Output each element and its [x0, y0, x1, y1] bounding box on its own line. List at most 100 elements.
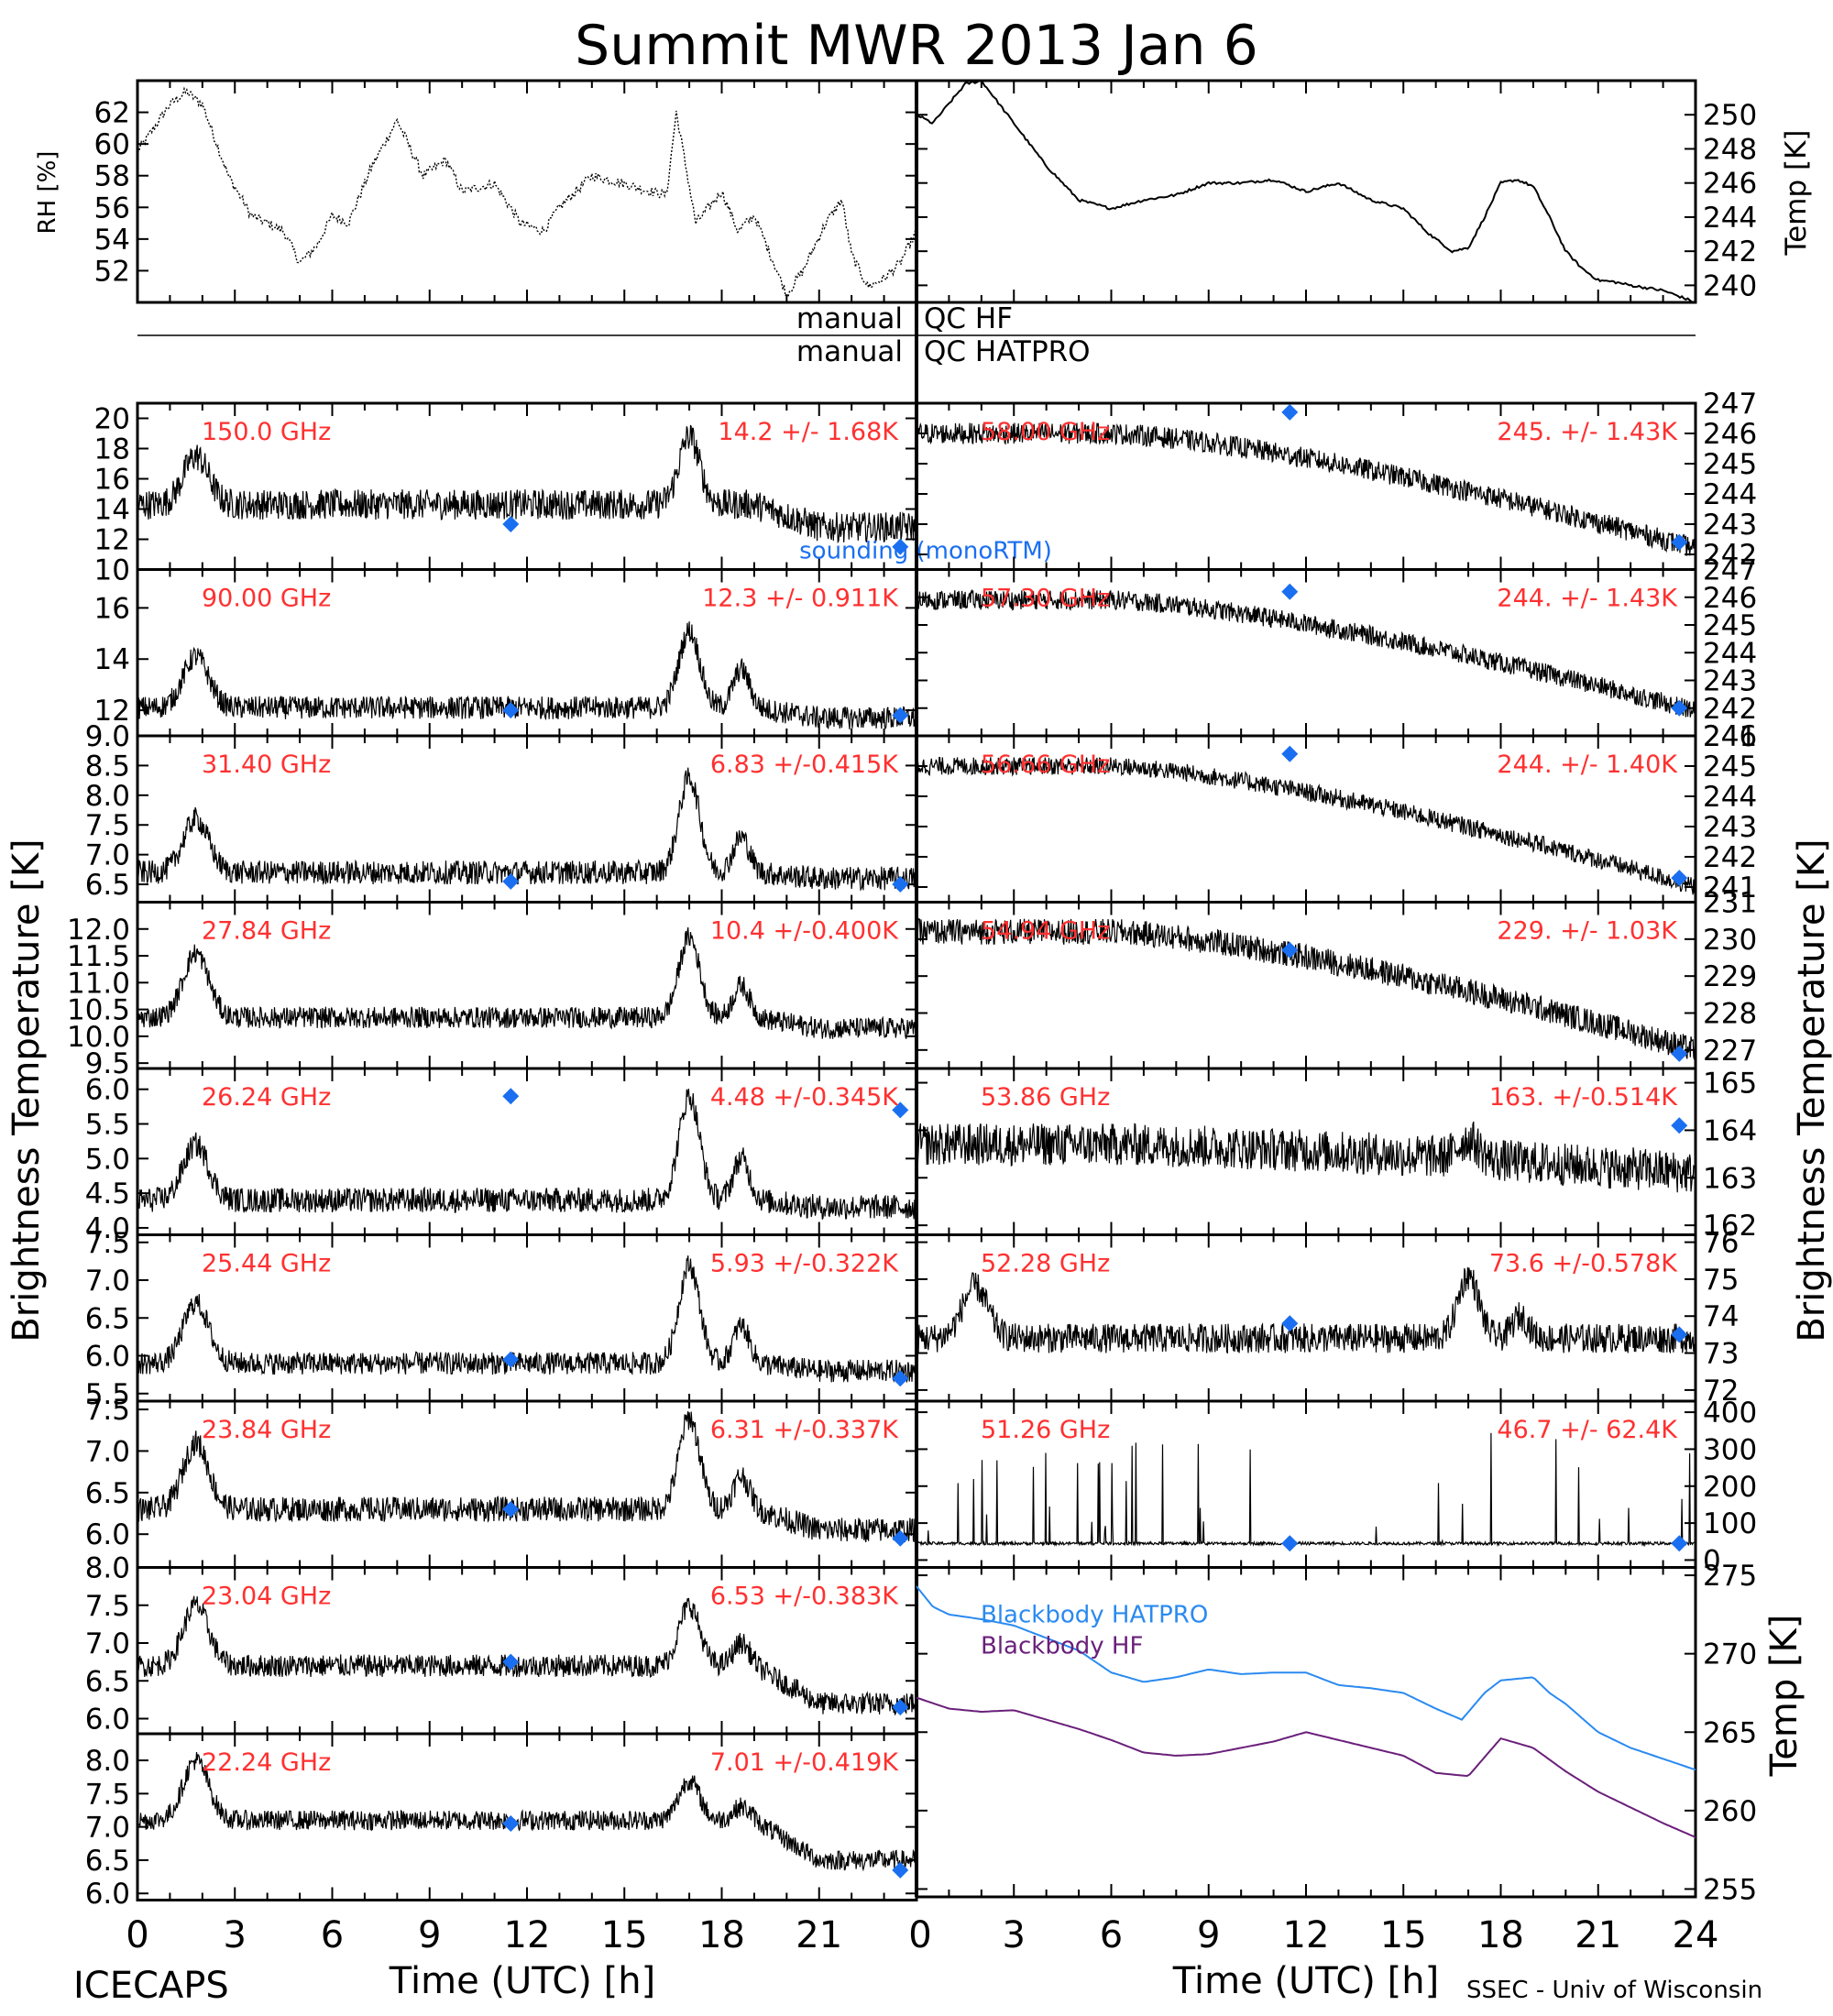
- channel-series: [137, 927, 916, 1039]
- blackbody-series-line: [916, 1696, 1696, 1838]
- y-tick-label: 7.0: [85, 1627, 130, 1660]
- left-ylabel: Brightness Temperature [K]: [5, 838, 48, 1342]
- y-tick-label: 8.0: [85, 1552, 130, 1585]
- sounding-marker: [502, 516, 520, 532]
- y-tick-label: 245: [1703, 609, 1757, 642]
- x-tick-label: 3: [224, 1914, 247, 1956]
- sounding-marker: [892, 1861, 909, 1879]
- y-tick-label: 6.5: [85, 1845, 130, 1878]
- channel-series: [916, 588, 1696, 718]
- rh-ylabel: RH [%]: [34, 151, 61, 235]
- qc-left-label: manual: [796, 335, 903, 368]
- x-tick-label: 6: [1100, 1914, 1123, 1956]
- sounding-marker: [1671, 1326, 1688, 1343]
- x-tick-label: 15: [1380, 1914, 1427, 1956]
- y-tick-label: 163: [1703, 1162, 1757, 1195]
- sounding-marker: [892, 538, 909, 555]
- y-tick-label: 6.5: [85, 1302, 130, 1335]
- y-tick-label: 7.5: [85, 1394, 130, 1427]
- y-tick-label: 12.0: [67, 914, 130, 947]
- sounding-marker: [1671, 870, 1688, 887]
- channel-series: [137, 424, 916, 544]
- sounding-marker: [502, 1500, 520, 1517]
- y-tick-label: 8.0: [85, 780, 130, 813]
- y-tick-label: 229: [1703, 960, 1757, 993]
- xlabel-left: Time (UTC) [h]: [389, 1960, 655, 2002]
- sounding-marker: [1281, 745, 1299, 762]
- y-tick-label: 246: [1703, 168, 1757, 201]
- sounding-marker: [1671, 699, 1688, 717]
- y-tick-label: 9.5: [85, 1047, 130, 1080]
- y-tick-label: 245: [1703, 448, 1757, 481]
- y-tick-label: 242: [1703, 539, 1757, 572]
- x-tick-label: 15: [601, 1914, 648, 1956]
- channel-freq-label: 56.66 GHz: [981, 751, 1110, 779]
- y-tick-label: 10: [94, 554, 130, 587]
- sounding-marker: [502, 1815, 520, 1833]
- channel-series: [916, 917, 1696, 1060]
- channel-stats-label: 12.3 +/- 0.911K: [702, 585, 899, 613]
- channel-series: [137, 1255, 916, 1384]
- y-tick-label: 11.0: [67, 967, 130, 1000]
- footer-left: ICECAPS: [73, 1965, 229, 2007]
- y-tick-label: 246: [1703, 582, 1757, 615]
- x-tick-label: 12: [504, 1914, 551, 1956]
- x-tick-label: 21: [1575, 1914, 1621, 1956]
- y-tick-label: 250: [1703, 99, 1757, 132]
- y-tick-label: 6.0: [85, 1878, 130, 1911]
- y-tick-label: 228: [1703, 998, 1757, 1031]
- sounding-marker: [502, 1653, 520, 1671]
- y-tick-label: 242: [1703, 841, 1757, 874]
- y-tick-label: 5.0: [85, 1143, 130, 1176]
- channel-freq-label: 22.24 GHz: [202, 1748, 331, 1777]
- x-tick-label: 9: [418, 1914, 441, 1956]
- y-tick-label: 7.5: [85, 809, 130, 842]
- y-tick-label: 14: [94, 494, 130, 527]
- channel-stats-label: 14.2 +/- 1.68K: [718, 418, 899, 446]
- sounding-marker: [502, 1088, 520, 1105]
- y-tick-label: 248: [1703, 133, 1757, 166]
- y-tick-label: 6.0: [85, 1704, 130, 1737]
- y-tick-label: 265: [1703, 1716, 1757, 1749]
- y-tick-label: 260: [1703, 1795, 1757, 1828]
- y-tick-label: 245: [1703, 751, 1757, 783]
- y-tick-label: 6.5: [85, 1665, 130, 1698]
- y-tick-label: 100: [1703, 1507, 1757, 1540]
- y-tick-label: 56: [94, 192, 130, 225]
- y-tick-label: 244: [1703, 478, 1757, 511]
- channel-freq-label: 54.94 GHz: [981, 917, 1110, 946]
- y-tick-label: 6.0: [85, 1341, 130, 1374]
- y-tick-label: 12: [94, 524, 130, 557]
- y-tick-label: 275: [1703, 1560, 1757, 1593]
- x-tick-label: 18: [1477, 1914, 1524, 1956]
- y-tick-label: 4.0: [85, 1212, 130, 1245]
- channel-stats-label: 46.7 +/- 62.4K: [1497, 1416, 1678, 1444]
- y-tick-label: 5.5: [85, 1378, 130, 1411]
- y-tick-label: 6.0: [85, 1074, 130, 1107]
- channel-stats-label: 6.83 +/-0.415K: [710, 751, 899, 779]
- channel-stats-label: 244. +/- 1.40K: [1497, 751, 1678, 779]
- qc-right-label: QC HF: [924, 302, 1013, 335]
- channel-freq-label: 51.26 GHz: [981, 1416, 1110, 1444]
- y-tick-label: 20: [94, 403, 130, 436]
- x-tick-label: 24: [1673, 1914, 1719, 1956]
- sounding-marker: [1671, 1117, 1688, 1134]
- sounding-marker: [1671, 1045, 1688, 1062]
- blackbody-ylabel: Temp [K]: [1763, 1615, 1806, 1778]
- channel-series: [916, 1432, 1696, 1548]
- y-tick-label: 52: [94, 255, 130, 288]
- y-tick-label: 0: [1703, 1544, 1721, 1577]
- channel-freq-label: 150.0 GHz: [202, 418, 331, 446]
- channel-freq-label: 53.86 GHz: [981, 1083, 1110, 1112]
- y-tick-label: 8.0: [85, 1745, 130, 1778]
- xlabel-right: Time (UTC) [h]: [1172, 1960, 1439, 2002]
- y-tick-label: 247: [1703, 388, 1757, 421]
- y-tick-label: 72: [1703, 1375, 1739, 1408]
- y-tick-label: 7.5: [85, 1590, 130, 1623]
- sounding-note: sounding (monoRTM): [799, 538, 1052, 565]
- y-tick-label: 164: [1703, 1114, 1757, 1147]
